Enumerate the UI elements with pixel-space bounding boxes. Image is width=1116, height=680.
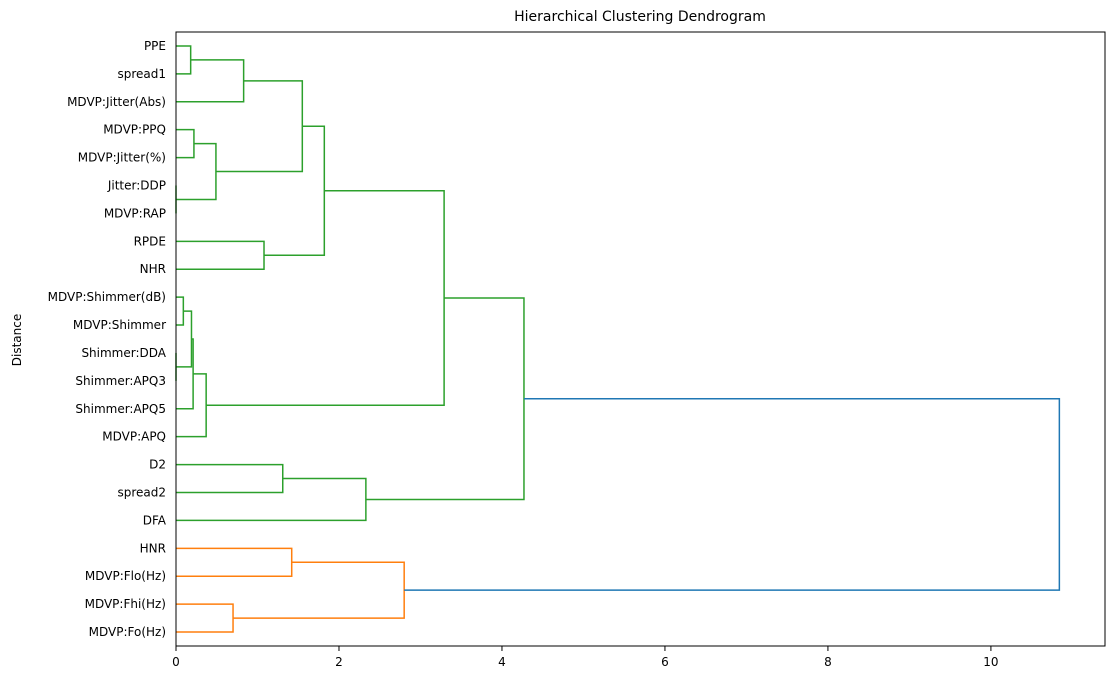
leaf-label: MDVP:Fhi(Hz) — [85, 597, 166, 611]
cluster-link — [176, 310, 193, 368]
x-tick-label: 8 — [824, 655, 832, 669]
leaf-label: NHR — [140, 262, 166, 276]
cluster-link — [176, 603, 234, 633]
y-axis-label: Distance — [10, 314, 24, 366]
chart-title: Hierarchical Clustering Dendrogram — [514, 9, 766, 25]
x-tick-label: 10 — [983, 655, 998, 669]
dendrogram-links — [175, 45, 1061, 633]
leaf-label: MDVP:RAP — [104, 206, 166, 220]
x-axis-ticks: 0 2 4 6 8 10 — [172, 646, 999, 669]
cluster-link — [176, 463, 284, 494]
leaf-labels: PPE spread1 MDVP:Jitter(Abs) MDVP:PPQ MDVP:J… — [48, 39, 167, 639]
x-tick-label: 4 — [498, 655, 506, 669]
leaf-label: MDVP:PPQ — [103, 123, 166, 137]
leaf-label: MDVP:Shimmer — [73, 318, 166, 332]
x-tick-label: 0 — [172, 655, 180, 669]
leaf-label: MDVP:Jitter(%) — [78, 151, 166, 165]
cluster-link — [176, 373, 207, 438]
cluster-link — [176, 240, 265, 270]
leaf-label: RPDE — [134, 234, 166, 248]
leaf-label: MDVP:Fo(Hz) — [89, 625, 166, 639]
cluster-link — [176, 59, 245, 103]
leaf-label: MDVP:Shimmer(dB) — [48, 290, 166, 304]
leaf-label: MDVP:Flo(Hz) — [85, 569, 166, 583]
cluster-link — [176, 142, 217, 201]
leaf-label: Shimmer:APQ5 — [75, 402, 166, 416]
leaf-label: MDVP:Jitter(Abs) — [67, 95, 166, 109]
cluster-link — [176, 547, 293, 577]
leaf-label: DFA — [143, 513, 167, 527]
cluster-link — [264, 125, 326, 257]
cluster-link — [233, 561, 405, 619]
cluster-link — [365, 297, 525, 501]
plot-frame — [175, 31, 1106, 647]
cluster-link — [176, 338, 194, 410]
cluster-link — [404, 397, 1061, 591]
leaf-label: D2 — [149, 458, 166, 472]
leaf-label: Shimmer:APQ3 — [75, 374, 166, 388]
x-tick-label: 2 — [335, 655, 343, 669]
leaf-label: HNR — [140, 541, 166, 555]
cluster-link — [176, 477, 367, 522]
leaf-label: PPE — [144, 39, 166, 53]
cluster-link — [176, 128, 195, 159]
cluster-link — [206, 189, 445, 407]
leaf-label: spread1 — [117, 67, 166, 81]
cluster-link — [176, 296, 185, 326]
leaf-label: MDVP:APQ — [102, 430, 166, 444]
leaf-label: Jitter:DDP — [107, 179, 166, 193]
cluster-link — [215, 80, 304, 173]
x-tick-label: 6 — [661, 655, 669, 669]
leaf-label: spread2 — [117, 486, 166, 500]
cluster-link — [176, 45, 192, 75]
leaf-label: Shimmer:DDA — [81, 346, 166, 360]
